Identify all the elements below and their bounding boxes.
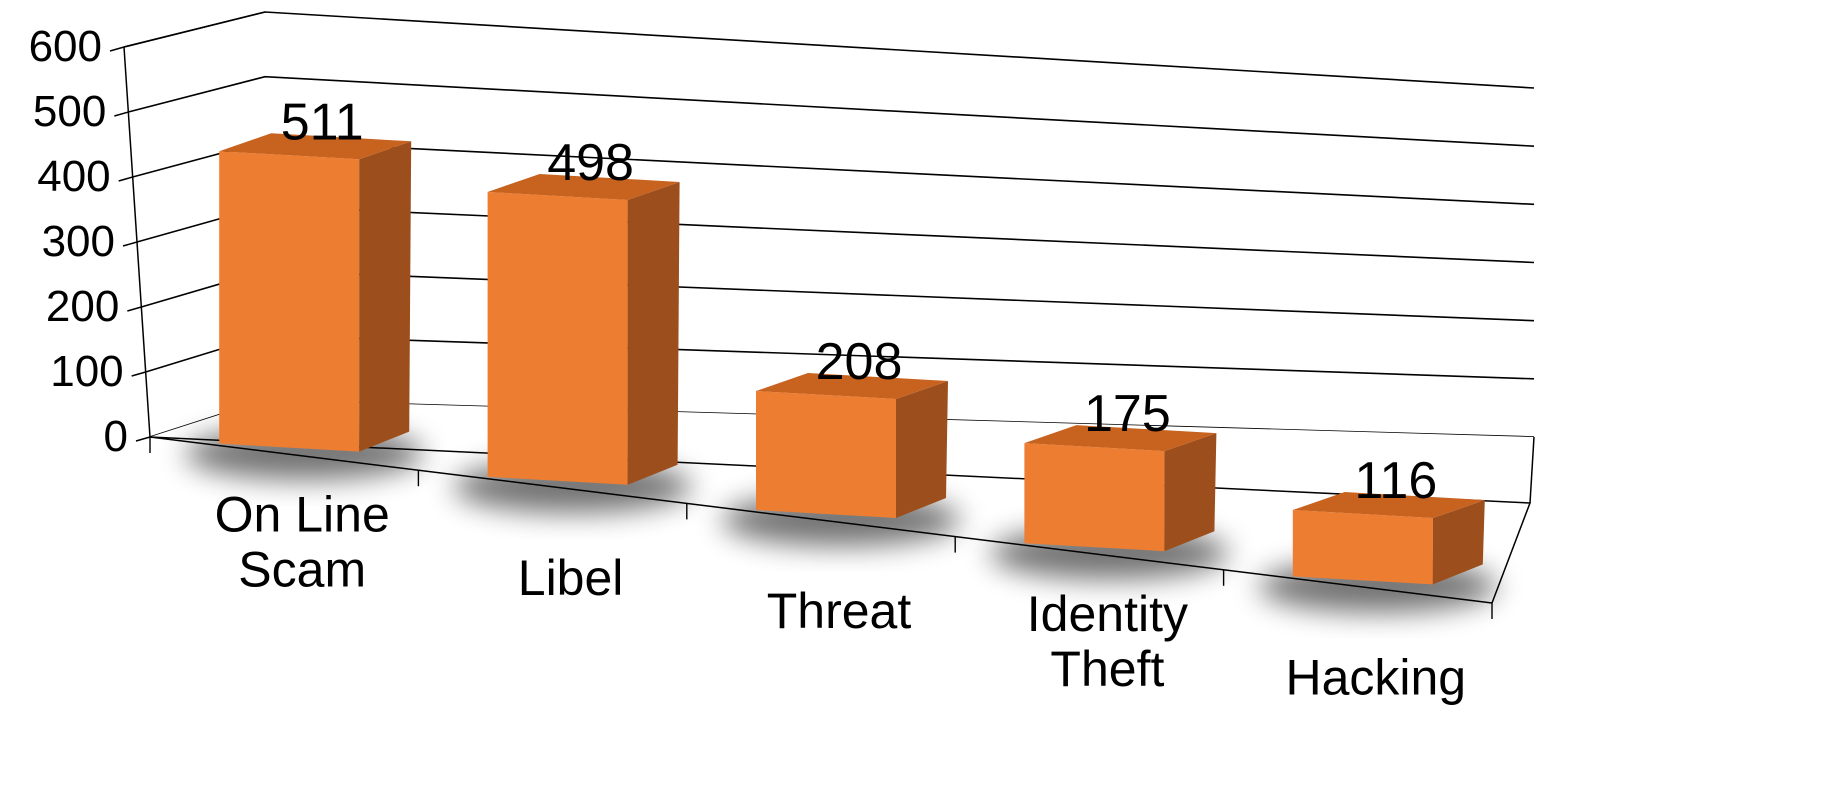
bar-side-face <box>627 181 680 485</box>
y-tick-label: 0 <box>104 412 128 461</box>
y-tick-mark <box>118 176 133 182</box>
data-label: 511 <box>281 93 364 151</box>
data-label: 208 <box>816 333 903 391</box>
y-tick-mark <box>109 46 125 52</box>
bar-top-face <box>756 373 948 400</box>
bar-side-face <box>359 141 412 452</box>
bar-top-face <box>219 133 412 160</box>
bar-top-face <box>487 173 680 200</box>
y-tick-label: 200 <box>46 282 119 331</box>
bar-top-face <box>1292 492 1485 519</box>
data-labels: 511 498 208 175 116 <box>281 93 1438 510</box>
x-category-label: Scam <box>238 542 366 598</box>
y-tick-label: 400 <box>37 152 110 201</box>
bars <box>219 133 1485 585</box>
bar-front-face <box>1024 443 1165 552</box>
x-category-label: Libel <box>518 550 624 606</box>
y-tick-mark <box>135 436 151 442</box>
x-category-label: Threat <box>767 583 912 639</box>
bar-front-face <box>1292 510 1433 585</box>
data-label: 498 <box>547 134 634 192</box>
bar-side-face <box>1164 433 1217 552</box>
x-category-label: Hacking <box>1285 649 1466 705</box>
data-label: 175 <box>1084 385 1171 443</box>
gridline <box>123 11 1535 89</box>
y-tick-mark <box>114 111 129 117</box>
bar-top-face <box>1024 425 1217 452</box>
y-tick-label: 600 <box>29 22 102 71</box>
y-tick-mark <box>122 241 138 247</box>
bar-side-face <box>1432 500 1485 585</box>
bar-front-face <box>219 151 360 452</box>
bar-front-face <box>487 191 628 485</box>
gridline <box>128 75 1535 147</box>
y-axis-ticks: 0 100 200 300 400 500 600 <box>29 22 151 461</box>
y-tick-mark <box>127 306 142 312</box>
bar-side-face <box>896 381 948 518</box>
floor-right-edge <box>1529 436 1535 504</box>
data-label: 116 <box>1354 452 1437 510</box>
y-tick-label: 300 <box>42 217 115 266</box>
x-category-label: Theft <box>1050 641 1164 697</box>
y-tick-label: 500 <box>33 87 106 136</box>
y-tick-label: 100 <box>50 347 123 396</box>
x-category-label: Identity <box>1027 586 1188 642</box>
x-category-label: On Line <box>215 487 390 543</box>
y-tick-mark <box>131 371 146 377</box>
bar-front-face <box>756 391 896 518</box>
